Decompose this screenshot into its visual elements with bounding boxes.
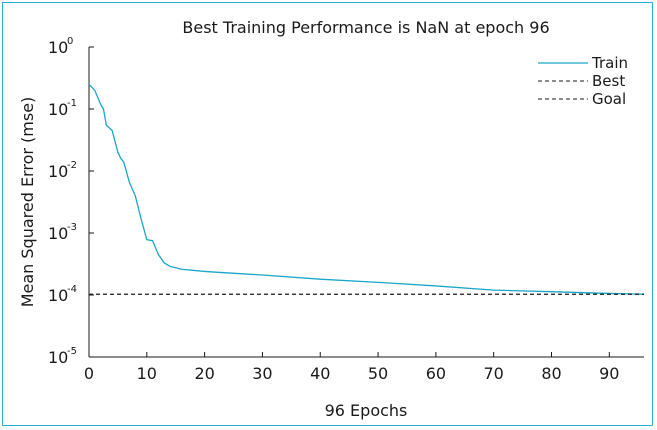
x-tick-label: 80: [541, 364, 561, 383]
y-tick-label: 10-2: [48, 160, 77, 181]
x-tick-label: 60: [426, 364, 446, 383]
legend-label-goal: Goal: [592, 90, 626, 108]
legend-label-train: Train: [591, 54, 628, 72]
x-tick-label: 10: [137, 364, 157, 383]
y-tick-exponent: -3: [67, 222, 77, 233]
plot-lines: [88, 83, 645, 295]
y-tick-base: 10: [48, 162, 68, 181]
y-tick-label: 100: [48, 36, 73, 57]
figure-frame: [2, 2, 653, 426]
x-tick-label: 50: [368, 364, 388, 383]
x-axis-label: 96 Epochs: [325, 401, 408, 420]
x-tick-label: 30: [252, 364, 272, 383]
y-tick-exponent: -2: [67, 160, 77, 171]
y-tick-base: 10: [48, 224, 68, 243]
series-line-train: [88, 83, 645, 295]
y-tick-label: 10-1: [48, 98, 77, 119]
y-tick-exponent: 0: [67, 36, 73, 47]
y-tick-label: 10-4: [48, 284, 77, 305]
y-tick-base: 10: [48, 286, 68, 305]
x-tick-label: 20: [194, 364, 214, 383]
y-tick-exponent: -1: [67, 98, 77, 109]
y-axis-label: Mean Squared Error (mse): [18, 97, 37, 308]
axis-ticks: 0 10 20 30 40 50 60 70 80 9010010-110-210-310-410…: [48, 36, 619, 383]
y-tick-base: 10: [48, 38, 68, 57]
plot-axes: [88, 47, 644, 358]
x-tick-label: 40: [310, 364, 330, 383]
y-tick-exponent: -5: [67, 346, 77, 357]
chart-title: Best Training Performance is NaN at epoc…: [182, 18, 549, 37]
y-tick-label: 10-3: [48, 222, 77, 243]
y-tick-base: 10: [48, 100, 68, 119]
y-tick-base: 10: [48, 348, 68, 367]
y-tick-label: 10-5: [48, 346, 77, 367]
x-tick-label: 70: [484, 364, 504, 383]
legend-label-best: Best: [592, 72, 625, 90]
y-tick-exponent: -4: [67, 284, 77, 295]
x-tick-label: 90: [599, 364, 619, 383]
x-tick-label: 0: [84, 364, 94, 383]
